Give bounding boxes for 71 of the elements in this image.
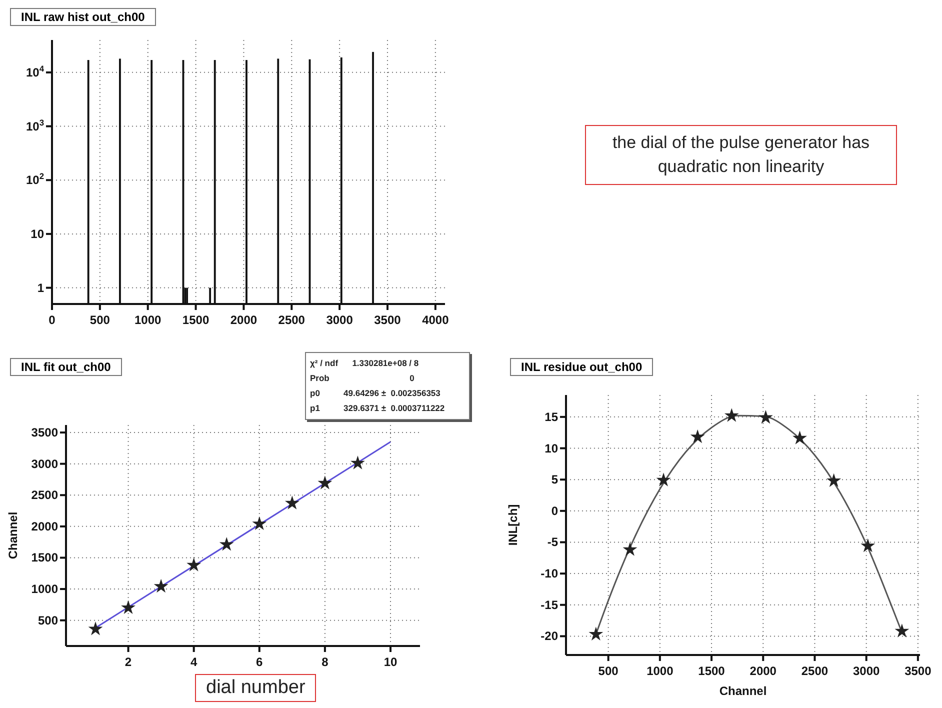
point bbox=[760, 411, 772, 423]
y-tick-label: 1000 bbox=[31, 582, 58, 596]
y-tick-label: -10 bbox=[540, 566, 558, 581]
y-tick-label: 0 bbox=[551, 504, 558, 518]
point bbox=[188, 558, 200, 571]
y-tick-label: -5 bbox=[547, 535, 558, 550]
y-tick-label: 3500 bbox=[31, 426, 58, 440]
point bbox=[725, 409, 738, 422]
y-tick-label: -20 bbox=[540, 629, 558, 644]
point bbox=[862, 540, 874, 552]
x-tick-label: 500 bbox=[598, 664, 619, 678]
x-tick-label: 2500 bbox=[278, 313, 306, 327]
point bbox=[253, 517, 266, 530]
x-tick-label: 3000 bbox=[852, 664, 880, 678]
text: the dial of the pulse generator has quadratic non linearity bbox=[611, 132, 871, 178]
x-tick-label: 2 bbox=[124, 655, 132, 669]
y-tick-label: 10$^{4}$ bbox=[26, 63, 44, 80]
point bbox=[318, 476, 332, 489]
y-axis-title: Channel bbox=[6, 512, 20, 560]
text: p0 49.64296 ± 0.002356353 bbox=[310, 386, 442, 400]
x-tick-label: 1000 bbox=[646, 664, 674, 678]
x-tick-label: 2000 bbox=[230, 313, 258, 327]
point bbox=[590, 628, 602, 640]
y-axis-title: INL[ch] bbox=[506, 504, 520, 546]
chart-title: INL residue out_ch00 bbox=[510, 358, 654, 376]
x-axis-title: Channel bbox=[719, 684, 767, 698]
point bbox=[896, 624, 908, 637]
x-tick-label: 3000 bbox=[326, 313, 354, 327]
x-tick-label: 500 bbox=[90, 313, 110, 327]
point bbox=[828, 474, 840, 486]
x-tick-label: 4 bbox=[190, 655, 198, 669]
chart-title: INL fit out_ch00 bbox=[10, 358, 122, 376]
y-tick-label: 10$^{2}$ bbox=[26, 171, 44, 188]
x-tick-label: 3500 bbox=[904, 664, 932, 678]
x-tick-label: 2500 bbox=[801, 664, 828, 678]
point bbox=[624, 543, 636, 556]
point bbox=[122, 601, 134, 614]
point bbox=[220, 538, 233, 550]
point bbox=[286, 496, 298, 509]
y-tick-label: -15 bbox=[540, 598, 558, 612]
y-tick-label: 2000 bbox=[31, 519, 58, 534]
text: χ² / ndf 1.330281e+08 / 8 bbox=[310, 357, 420, 370]
x-tick-label: 2000 bbox=[750, 664, 777, 678]
text: Prob 0 bbox=[310, 372, 416, 385]
y-tick-label: 1 bbox=[37, 280, 44, 295]
y-tick-label: 10 bbox=[544, 441, 558, 456]
x-tick-label: 1000 bbox=[134, 313, 162, 327]
y-tick-label: 10$^{3}$ bbox=[26, 117, 44, 134]
point bbox=[691, 430, 704, 442]
x-tick-label: 6 bbox=[256, 655, 264, 669]
chart-title: INL raw hist out_ch00 bbox=[10, 8, 156, 26]
y-tick-label: 1500 bbox=[31, 550, 58, 565]
x-tick-label: 10 bbox=[384, 655, 398, 669]
point bbox=[794, 432, 806, 444]
text: p1 329.6371 ± 0.0003711222 bbox=[310, 402, 446, 415]
x-axis-title: dial number bbox=[195, 674, 316, 702]
y-tick-label: 2500 bbox=[31, 488, 58, 502]
point bbox=[352, 456, 364, 469]
point bbox=[154, 580, 168, 592]
x-tick-label: 8 bbox=[322, 655, 329, 669]
x-tick-label: 3500 bbox=[374, 313, 402, 327]
y-tick-label: 10 bbox=[30, 226, 44, 241]
point bbox=[89, 622, 102, 634]
x-tick-label: 1500 bbox=[698, 664, 726, 678]
y-tick-label: 15 bbox=[544, 410, 558, 424]
x-tick-label: 1500 bbox=[182, 313, 210, 327]
y-tick-label: 3000 bbox=[31, 456, 58, 471]
x-tick-label: 4000 bbox=[422, 313, 450, 327]
y-tick-label: 500 bbox=[38, 613, 58, 628]
point bbox=[657, 474, 670, 486]
y-tick-label: 5 bbox=[551, 472, 558, 487]
